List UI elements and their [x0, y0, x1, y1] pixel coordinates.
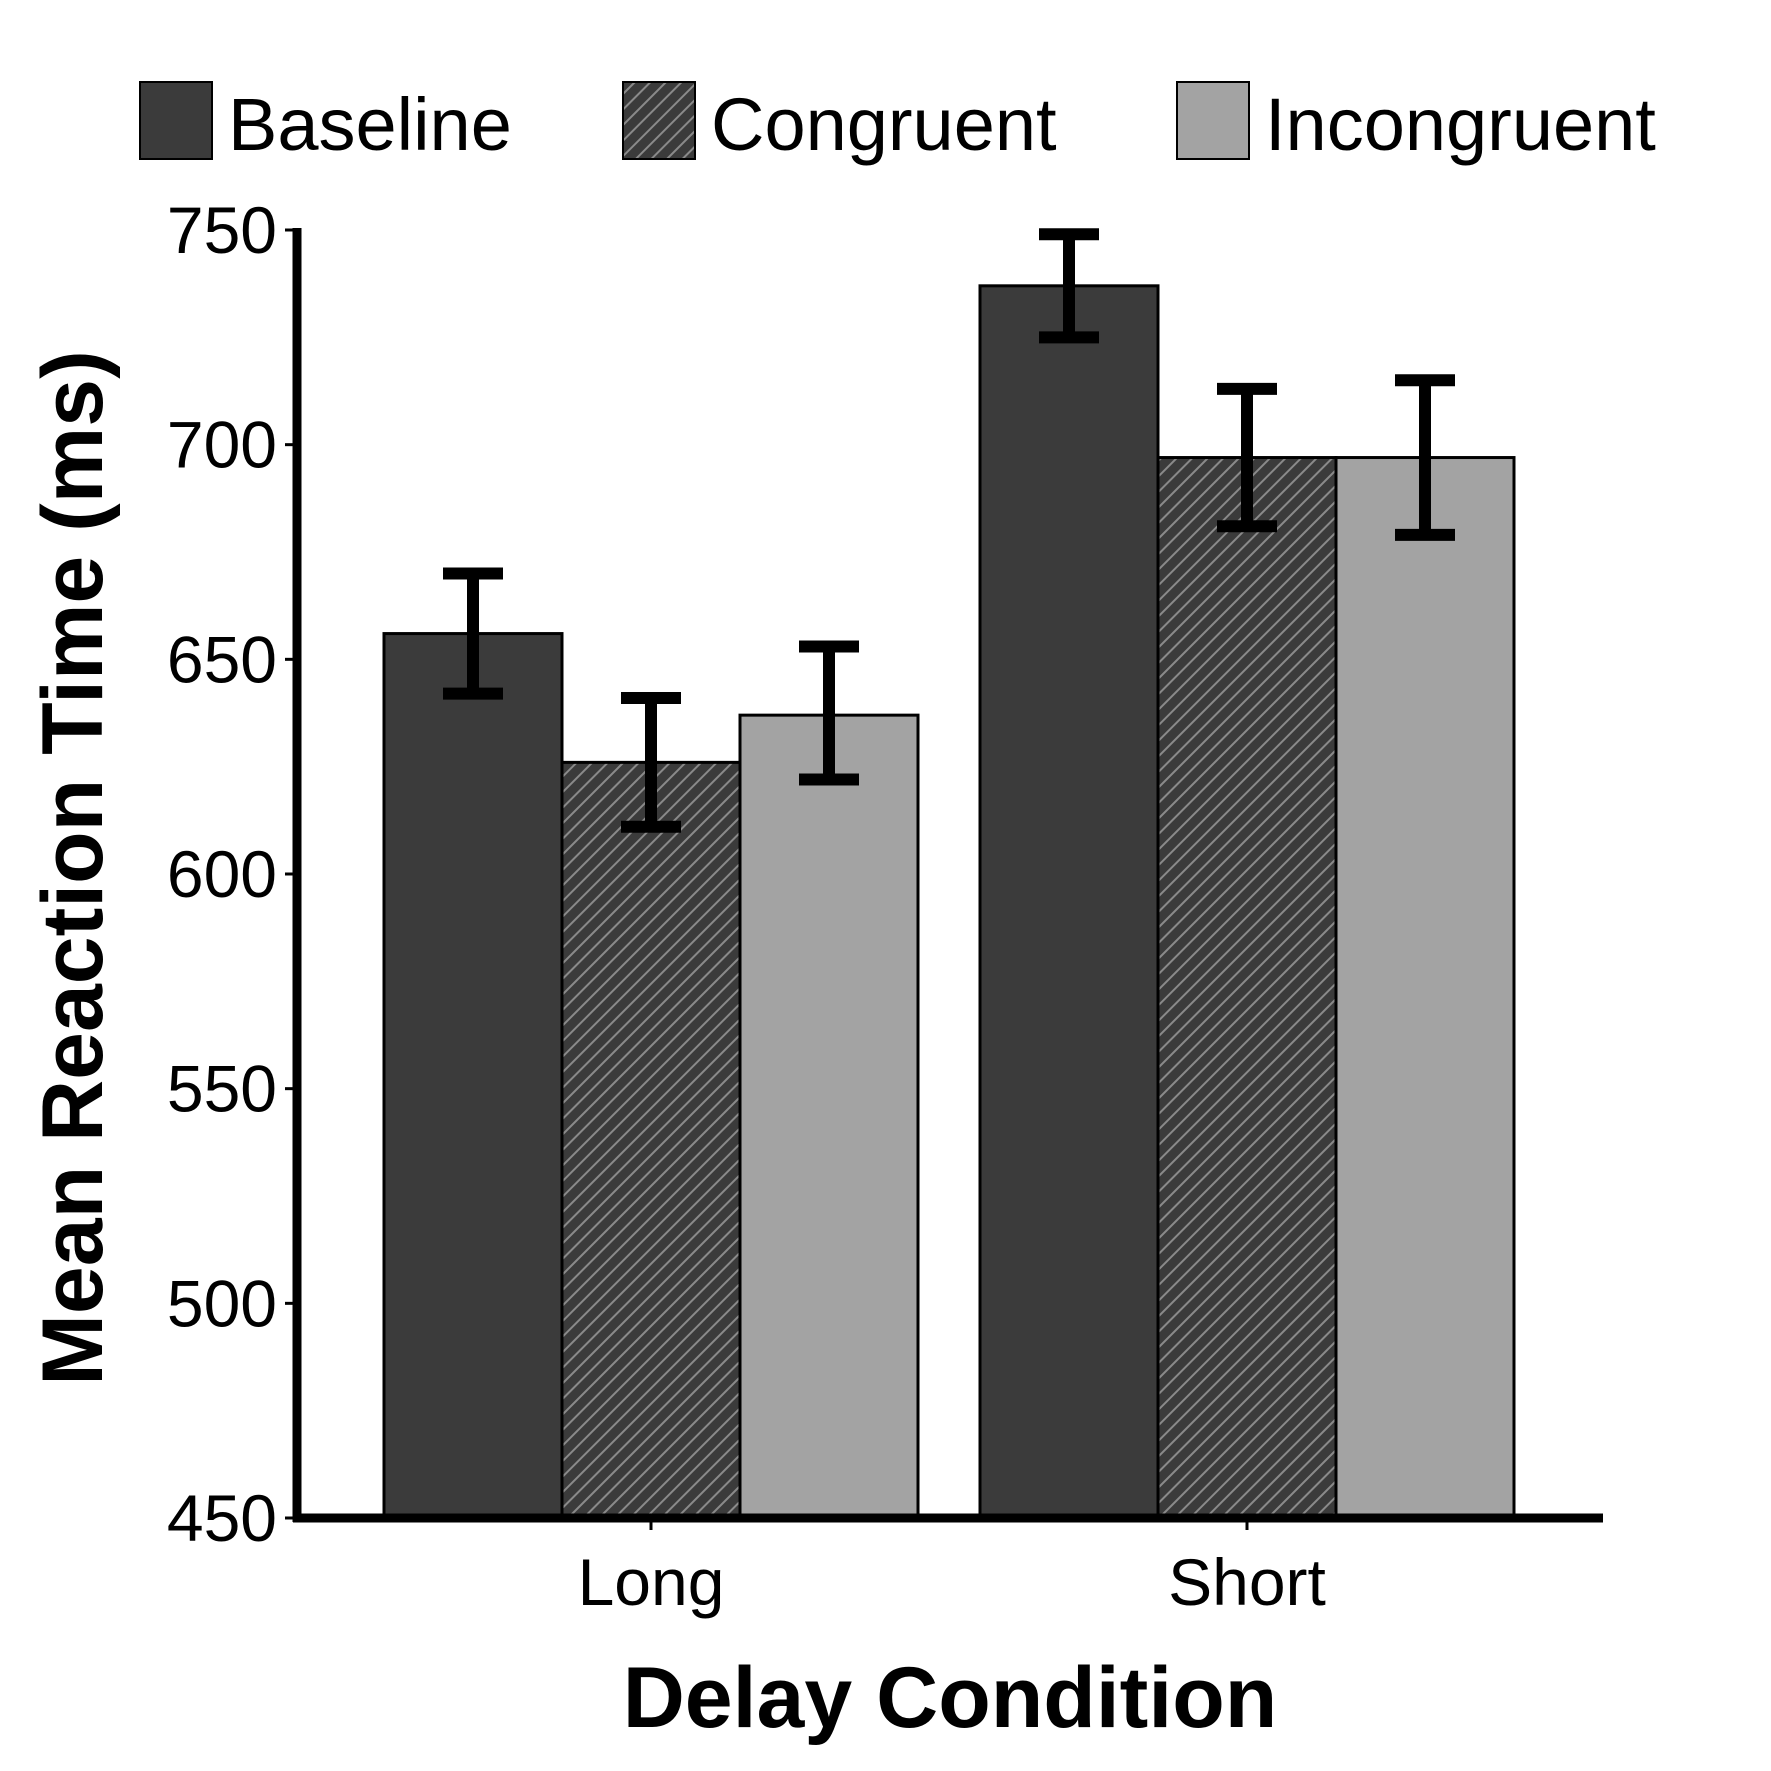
- bar-congruent-long: [560, 760, 742, 1520]
- legend-label: Incongruent: [1265, 83, 1656, 166]
- legend-swatch: [139, 81, 213, 160]
- y-tick-label: 600: [167, 837, 277, 911]
- y-tick-label: 550: [167, 1052, 277, 1126]
- error-bars-group: [443, 228, 1455, 833]
- y-tick-label: 700: [167, 408, 277, 482]
- bar-incongruent-short: [1334, 456, 1516, 1520]
- y-axis-title: Mean Reaction Time (ms): [25, 350, 121, 1385]
- y-tick-label: 450: [167, 1481, 277, 1555]
- legend: Baseline Congruent Incongruent: [139, 81, 1656, 166]
- axes-group: 450 500 550 600 650 700 750 Long Short: [167, 193, 1603, 1619]
- error-bar-baseline-long: [443, 567, 503, 700]
- legend-item-incongruent: Incongruent: [1176, 81, 1656, 166]
- legend-label: Congruent: [711, 83, 1057, 166]
- bar-baseline-long: [382, 632, 564, 1520]
- x-tick-label: Short: [1168, 1545, 1326, 1619]
- y-tick-label: 650: [167, 622, 277, 696]
- legend-item-congruent: Congruent: [622, 81, 1057, 166]
- bar-baseline-short: [978, 284, 1160, 1520]
- bar-congruent-short: [1156, 456, 1338, 1520]
- x-tick-label: Long: [578, 1545, 725, 1619]
- error-bar-incongruent-short: [1395, 374, 1455, 541]
- legend-label: Baseline: [228, 83, 512, 166]
- legend-swatch: [1176, 81, 1250, 160]
- legend-swatch: [622, 81, 696, 160]
- error-bar-congruent-short: [1217, 382, 1277, 533]
- y-tick-label: 750: [167, 193, 277, 267]
- bars-group: [382, 284, 1516, 1520]
- error-bar-congruent-long: [621, 691, 681, 833]
- x-axis-title: Delay Condition: [623, 1650, 1278, 1746]
- y-tick-label: 500: [167, 1266, 277, 1340]
- bar-incongruent-long: [738, 713, 920, 1520]
- error-bar-baseline-short: [1039, 228, 1099, 344]
- error-bar-incongruent-long: [799, 640, 859, 786]
- legend-item-baseline: Baseline: [139, 81, 512, 166]
